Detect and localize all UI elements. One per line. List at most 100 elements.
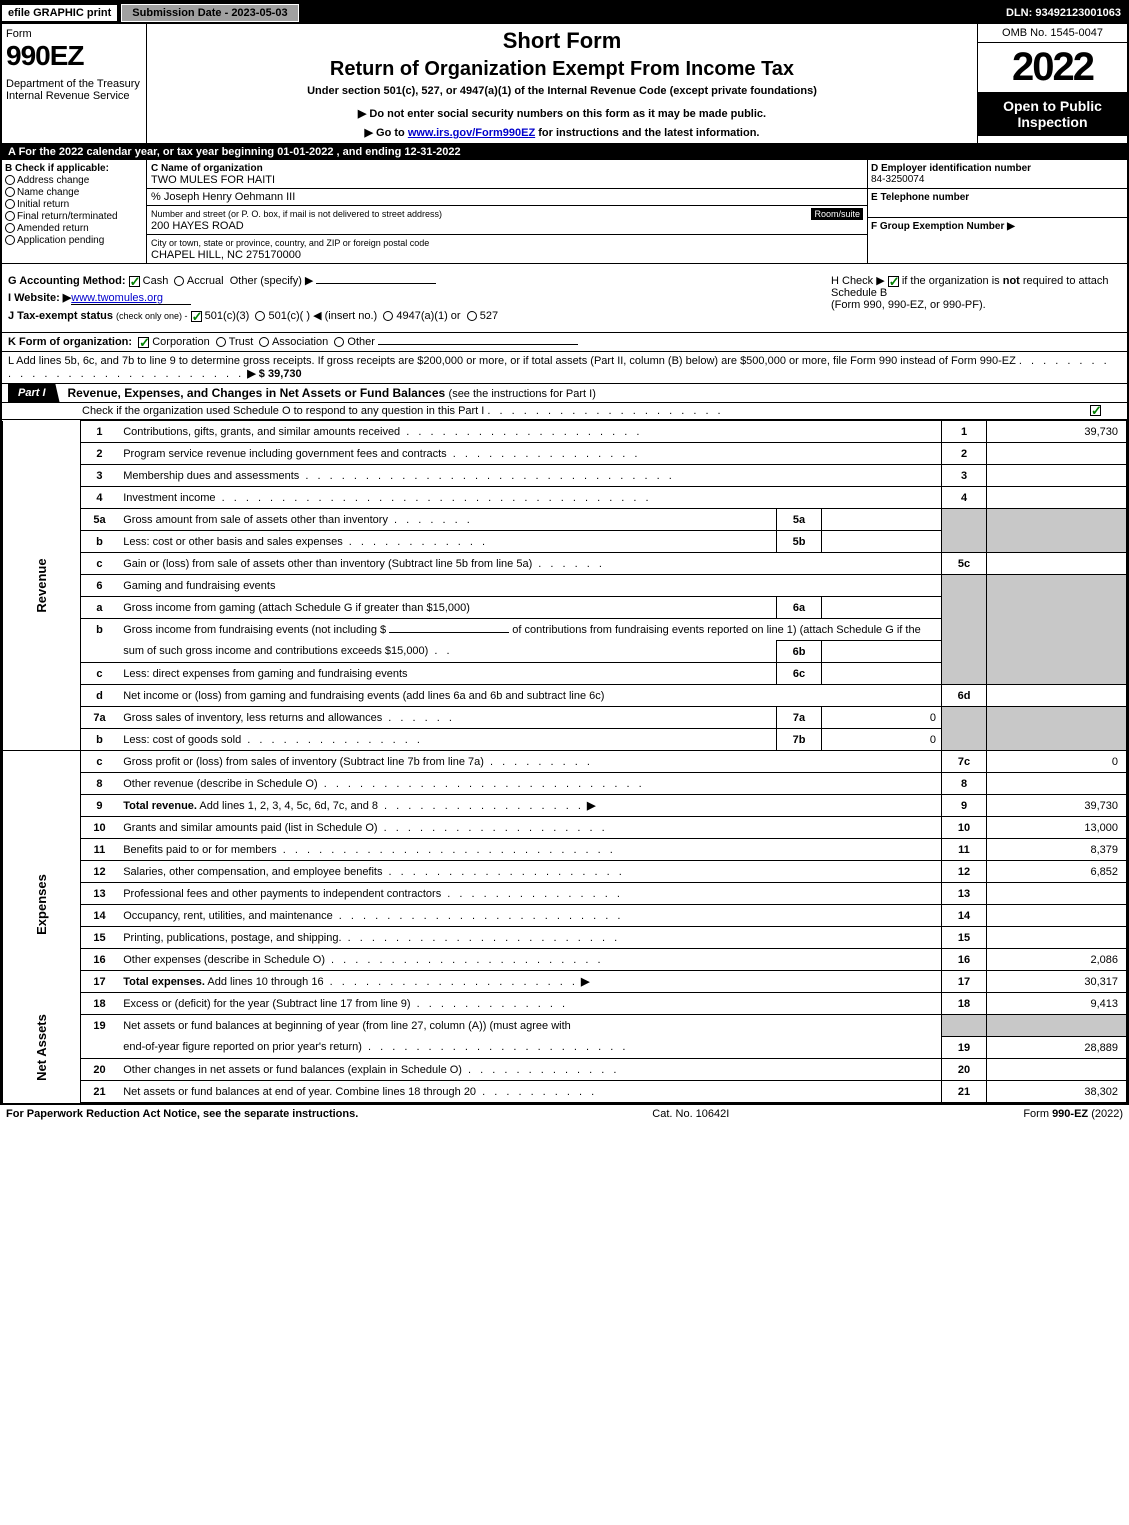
g-cash-checkbox[interactable] <box>129 276 140 287</box>
l16-val: 2,086 <box>987 949 1127 971</box>
l-text: L Add lines 5b, 6c, and 7b to line 9 to … <box>8 355 1016 367</box>
l12-val: 6,852 <box>987 861 1127 883</box>
j-527-radio[interactable] <box>467 311 477 321</box>
open-to-public: Open to Public Inspection <box>978 92 1127 136</box>
l6c-subval <box>822 663 942 685</box>
l3-no: 3 <box>80 465 118 487</box>
l21-desc: Net assets or fund balances at end of ye… <box>118 1081 941 1103</box>
street-lead: Number and street (or P. O. box, if mail… <box>151 209 442 219</box>
chk-address-change[interactable]: Address change <box>5 175 143 186</box>
omb-number: OMB No. 1545-0047 <box>978 24 1127 43</box>
l7a-subval: 0 <box>822 707 942 729</box>
l5c-desc: Gain or (loss) from sale of assets other… <box>118 553 941 575</box>
l19-rno: 19 <box>942 1037 987 1059</box>
l7c-no: c <box>80 751 118 773</box>
l11-no: 11 <box>80 839 118 861</box>
k-assoc-radio[interactable] <box>259 337 269 347</box>
column-c: C Name of organization TWO MULES FOR HAI… <box>147 160 867 263</box>
l5c-val <box>987 553 1127 575</box>
l18-no: 18 <box>80 993 118 1015</box>
l6-desc: Gaming and fundraising events <box>118 575 941 597</box>
l5c-no: c <box>80 553 118 575</box>
j-501c3-checkbox[interactable] <box>191 311 202 322</box>
l20-desc: Other changes in net assets or fund bala… <box>118 1059 941 1081</box>
h-checkbox[interactable] <box>888 276 899 287</box>
efile-print[interactable]: efile GRAPHIC print <box>2 5 117 21</box>
l4-no: 4 <box>80 487 118 509</box>
care-of: % Joseph Henry Oehmann III <box>151 191 295 203</box>
l10-rno: 10 <box>942 817 987 839</box>
l13-rno: 13 <box>942 883 987 905</box>
l7b-subval: 0 <box>822 729 942 751</box>
column-b: B Check if applicable: Address change Na… <box>2 160 147 263</box>
chk-name-change[interactable]: Name change <box>5 187 143 198</box>
room-suite: Room/suite <box>811 208 863 220</box>
l15-val <box>987 927 1127 949</box>
l6a-no: a <box>80 597 118 619</box>
part1-checkbox[interactable] <box>1090 405 1101 416</box>
l17-desc: Total expenses. Add lines 10 through 16 … <box>118 971 941 993</box>
l5a-desc: Gross amount from sale of assets other t… <box>118 509 776 531</box>
l2-no: 2 <box>80 443 118 465</box>
part1-title: Revenue, Expenses, and Changes in Net As… <box>60 386 596 400</box>
goto-link[interactable]: www.irs.gov/Form990EZ <box>408 127 535 139</box>
e-phone-row: E Telephone number <box>868 189 1127 218</box>
form-number: 990EZ <box>6 40 142 72</box>
e-lead: E Telephone number <box>871 192 969 203</box>
l7b-subno: 7b <box>777 729 822 751</box>
l20-rno: 20 <box>942 1059 987 1081</box>
l17-no: 17 <box>80 971 118 993</box>
l-arrow: ▶ $ 39,730 <box>247 368 301 380</box>
l5c-rno: 5c <box>942 553 987 575</box>
l1-desc: Contributions, gifts, grants, and simila… <box>118 421 941 443</box>
l11-desc: Benefits paid to or for members . . . . … <box>118 839 941 861</box>
l12-desc: Salaries, other compensation, and employ… <box>118 861 941 883</box>
l6a-subval <box>822 597 942 619</box>
l7a-desc: Gross sales of inventory, less returns a… <box>118 707 776 729</box>
l8-rno: 8 <box>942 773 987 795</box>
l13-desc: Professional fees and other payments to … <box>118 883 941 905</box>
l7b-desc: Less: cost of goods sold . . . . . . . .… <box>118 729 776 751</box>
l8-desc: Other revenue (describe in Schedule O) .… <box>118 773 941 795</box>
footer: For Paperwork Reduction Act Notice, see … <box>0 1105 1129 1123</box>
l14-rno: 14 <box>942 905 987 927</box>
g-accrual-radio[interactable] <box>174 276 184 286</box>
chk-application-pending[interactable]: Application pending <box>5 235 143 246</box>
l19-no: 19 <box>80 1015 118 1037</box>
h-box: H Check ▶ if the organization is not req… <box>831 270 1121 326</box>
k-other-radio[interactable] <box>334 337 344 347</box>
topbar: efile GRAPHIC print Submission Date - 20… <box>2 2 1127 24</box>
l10-val: 13,000 <box>987 817 1127 839</box>
b-header: B Check if applicable: <box>5 163 143 174</box>
l9-no: 9 <box>80 795 118 817</box>
k-corp-checkbox[interactable] <box>138 337 149 348</box>
chk-amended-return[interactable]: Amended return <box>5 223 143 234</box>
k-trust-radio[interactable] <box>216 337 226 347</box>
part1-check: Check if the organization used Schedule … <box>2 403 1127 420</box>
l2-val <box>987 443 1127 465</box>
dln: DLN: 93492123001063 <box>1006 7 1127 19</box>
l5b-subval <box>822 531 942 553</box>
j-4947-radio[interactable] <box>383 311 393 321</box>
l6a-subno: 6a <box>777 597 822 619</box>
l6b-desc2: sum of such gross income and contributio… <box>118 641 776 663</box>
l7c-rno: 7c <box>942 751 987 773</box>
l6d-val <box>987 685 1127 707</box>
l14-no: 14 <box>80 905 118 927</box>
d-ein-row: D Employer identification number 84-3250… <box>868 160 1127 189</box>
department: Department of the Treasury Internal Reve… <box>6 78 142 102</box>
j-501c-radio[interactable] <box>255 311 265 321</box>
l1-val: 39,730 <box>987 421 1127 443</box>
l5a-vgrey <box>987 509 1127 531</box>
website-link[interactable]: www.twomules.org <box>71 292 191 305</box>
l5b-subno: 5b <box>777 531 822 553</box>
l21-val: 38,302 <box>987 1081 1127 1103</box>
tax-year: 2022 <box>978 43 1127 92</box>
l5a-subno: 5a <box>777 509 822 531</box>
chk-initial-return[interactable]: Initial return <box>5 199 143 210</box>
l6c-subno: 6c <box>777 663 822 685</box>
expenses-sidetab: Expenses <box>3 817 81 993</box>
l16-no: 16 <box>80 949 118 971</box>
chk-final-return[interactable]: Final return/terminated <box>5 211 143 222</box>
l10-desc: Grants and similar amounts paid (list in… <box>118 817 941 839</box>
